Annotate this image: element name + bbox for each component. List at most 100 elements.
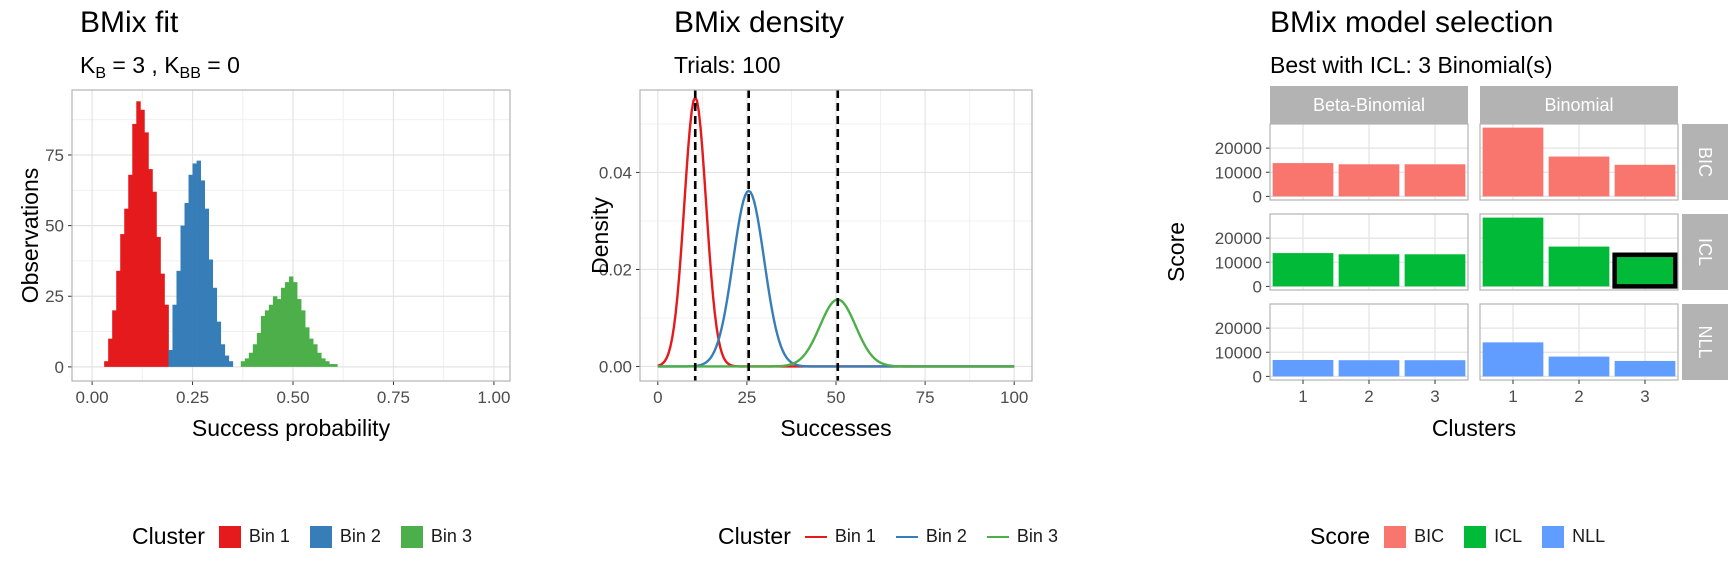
- selection-row-strip-label: BIC: [1695, 147, 1715, 177]
- fit-bar-bin-1: [148, 169, 153, 367]
- selection-y-tick-label: 0: [1253, 187, 1262, 206]
- density-legend-title: Cluster: [718, 523, 791, 549]
- fit-bar-bin-2: [188, 174, 193, 367]
- fit-bar-bin-2: [196, 160, 201, 367]
- fit-bar-bin-1: [152, 191, 157, 367]
- fit-x-tick-label: 0.50: [276, 388, 309, 407]
- selection-y-tick-label: 0: [1253, 277, 1262, 296]
- selection-y-tick-label: 20000: [1215, 319, 1262, 338]
- selection-bar-best: [1612, 252, 1678, 289]
- selection-bar-nll: [1404, 360, 1466, 377]
- selection-y-tick-label: 10000: [1215, 253, 1262, 272]
- selection-x-tick-label: 2: [1364, 387, 1373, 406]
- density-legend-item: Bin 3: [986, 526, 1058, 547]
- selection-legend-key: [1464, 525, 1487, 548]
- fit-bar-bin-1: [120, 234, 125, 367]
- density-legend-label: Bin 2: [925, 526, 967, 546]
- selection-bar-nll: [1272, 359, 1334, 377]
- fit-bar-bin-3: [284, 282, 290, 367]
- fit-bar-bin-3: [240, 361, 246, 367]
- fit-bar-bin-1: [144, 132, 149, 367]
- selection-y-tick-label: 20000: [1215, 139, 1262, 158]
- fit-x-tick-label: 0.25: [176, 388, 209, 407]
- selection-bar-bic: [1272, 163, 1334, 197]
- fit-legend-label: Bin 3: [430, 526, 472, 546]
- density-x-tick-label: 0: [653, 388, 662, 407]
- selection-legend-label: ICL: [1494, 526, 1523, 546]
- fit-bar-bin-3: [256, 332, 262, 367]
- fit-legend: Cluster Bin 1 Bin 2 Bin 3: [132, 523, 492, 550]
- selection-y-tick-label: 10000: [1215, 163, 1262, 182]
- selection-legend: Score BIC ICL NLL: [1310, 523, 1625, 550]
- fit-bar-bin-3: [305, 327, 310, 367]
- fit-bar-bin-2: [176, 270, 181, 367]
- fit-bar-bin-3: [317, 352, 322, 367]
- selection-x-tick-label: 2: [1574, 387, 1583, 406]
- fit-bar-bin-3: [288, 276, 294, 367]
- selection-facet-border: [1269, 213, 1469, 291]
- fit-bar-bin-3: [272, 296, 278, 367]
- fit-bar-bin-1: [108, 338, 113, 367]
- selection-bar-icl: [1548, 246, 1610, 287]
- selection-column-strip: [1480, 86, 1678, 124]
- selection-bar-icl: [1338, 254, 1400, 287]
- fit-bar-bin-2: [172, 304, 177, 367]
- selection-row-strip-label: ICL: [1695, 238, 1715, 266]
- density-x-tick-label: 100: [1000, 388, 1028, 407]
- fit-bar-bin-3: [301, 310, 306, 367]
- fit-bar-bin-2: [208, 259, 214, 367]
- density-legend-item: Bin 2: [895, 526, 967, 547]
- selection-bar-bic: [1404, 164, 1466, 197]
- selection-bar-nll: [1338, 360, 1400, 377]
- selection-bar-icl: [1272, 253, 1334, 287]
- density-legend-label: Bin 3: [1016, 526, 1058, 546]
- fit-bar-bin-3: [325, 361, 330, 367]
- fit-bar-bin-3: [333, 364, 338, 367]
- density-panel-border: [639, 89, 1033, 382]
- selection-row-strip: [1682, 304, 1728, 380]
- fit-bar-bin-3: [309, 338, 314, 367]
- fit-legend-key: [218, 525, 241, 548]
- fit-bar-bin-2: [184, 203, 189, 367]
- selection-title: BMix model selection: [1270, 6, 1554, 39]
- selection-y-tick-label: 10000: [1215, 343, 1262, 362]
- density-legend-label: Bin 1: [834, 526, 876, 546]
- selection-facet-border: [1269, 123, 1469, 201]
- fit-bar-bin-1: [132, 123, 137, 367]
- selection-legend-key: [1542, 525, 1565, 548]
- fit-y-axis-label: Observations: [17, 168, 43, 304]
- selection-x-tick-label: 3: [1430, 387, 1439, 406]
- fit-bar-bin-1: [156, 236, 161, 367]
- fit-title: BMix fit: [80, 6, 179, 39]
- selection-x-tick-label: 1: [1298, 387, 1307, 406]
- fit-bar-bin-3: [264, 310, 270, 367]
- density-plot: 0 25 50 75 100 0.00 0.02 0.04 Successes Density: [587, 89, 1033, 441]
- selection-x-axis-label: Clusters: [1432, 415, 1516, 441]
- selection-column-strip-label: Beta-Binomial: [1313, 95, 1425, 115]
- fit-bar-bin-2: [200, 180, 206, 367]
- selection-legend-title: Score: [1310, 523, 1371, 549]
- selection-x-tick-label: 3: [1640, 387, 1649, 406]
- selection-y-tick-label: 20000: [1215, 229, 1262, 248]
- density-x-axis-label: Successes: [780, 415, 891, 441]
- fit-bar-bin-1: [112, 310, 117, 367]
- density-y-tick-label: 0.00: [599, 357, 632, 376]
- selection-facet-border: [1479, 213, 1679, 291]
- fit-bar-bin-3: [252, 344, 258, 367]
- fit-bar-bin-3: [244, 358, 250, 367]
- fit-legend-key: [309, 525, 332, 548]
- density-title: BMix density: [674, 6, 845, 39]
- fit-bar-bin-3: [276, 299, 282, 367]
- fit-bar-bin-3: [329, 364, 334, 367]
- density-panel: BMix density Trials: 100 0 25 50 75 100 0.00 0…: [587, 0, 1150, 576]
- density-y-tick-label: 0.02: [599, 260, 632, 279]
- fit-bar-bin-1: [128, 174, 133, 367]
- fit-bar-bin-2: [212, 287, 218, 367]
- selection-row-strip-label: NLL: [1695, 325, 1715, 358]
- fit-legend-item: Bin 1: [218, 525, 290, 548]
- fit-y-tick-label: 50: [45, 217, 64, 236]
- fit-bar-bin-1: [164, 304, 169, 367]
- selection-column-strip-label: Binomial: [1544, 95, 1613, 115]
- fit-bar-bin-2: [192, 163, 197, 367]
- selection-bar-bic: [1548, 156, 1610, 197]
